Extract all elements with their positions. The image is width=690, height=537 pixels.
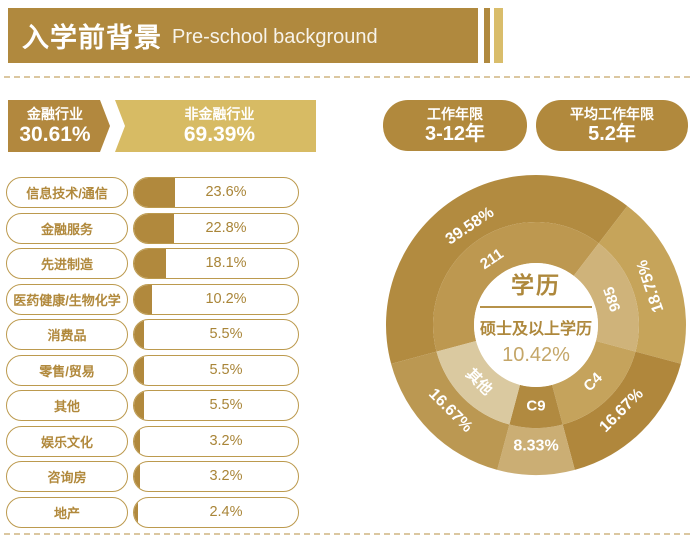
donut-outer-segment-C4 [562,351,681,470]
avg-work-years-label: 平均工作年限 [570,106,654,122]
bar-row-label: 消费品 [6,319,128,350]
bar-row: 地产 2.4% [6,496,306,528]
donut-center: 学历 硕士及以上学历 10.42% [456,266,616,384]
avg-work-years-value: 5.2年 [588,123,636,145]
bar-fill [134,249,166,278]
donut-center-subvalue: 10.42% [502,344,570,366]
bar-row-label: 金融服务 [6,212,128,244]
education-donut-chart: 39.58% 211 18.75% 985 16.67% C4 8.33% C9 16.67% 其… [380,169,690,481]
bar-row-capsule: 22.8% [133,212,299,244]
bar-row: 消费品 5.5% [6,319,306,350]
avg-work-years-badge: 平均工作年限 5.2年 [536,100,688,151]
bar-row: 金融服务 22.8% [6,212,306,244]
bar-row: 咨询房 3.2% [6,461,306,492]
donut-inner-segment-其他 [436,341,520,425]
bar-fill [134,284,152,314]
finance-block: 金融行业 30.61% [8,100,110,152]
bar-row: 医药健康/生物化学 10.2% [6,283,306,315]
non-finance-value: 69.39% [183,123,256,146]
bar-row: 信息技术/通信 23.6% [6,177,306,208]
donut-outer-segment-211 [386,175,628,364]
bar-row-label: 咨询房 [6,461,128,492]
donut-category-label-C9: C9 [526,397,545,414]
bar-value: 22.8% [205,219,247,236]
donut-inner-segment-211 [432,221,599,352]
bar-fill [134,462,140,491]
non-finance-label: 非金融行业 [184,106,255,122]
header-accent-bar [484,8,490,63]
bar-value: 23.6% [205,184,247,200]
bar-row-capsule: 23.6% [133,177,299,208]
dashed-divider-top [4,76,690,78]
bar-row-capsule: 5.5% [133,390,299,421]
bar-row: 其他 5.5% [6,390,306,421]
bar-row-label: 先进制造 [6,248,128,279]
donut-outer-segment-其他 [391,351,510,470]
work-years-badge: 工作年限 3-12年 [383,100,527,151]
bar-value: 18.1% [205,255,247,271]
donut-outer-segment-985 [598,205,687,364]
header-accent-bar-light [494,8,503,63]
page-subtitle: Pre-school background [172,25,378,48]
bar-value: 5.5% [209,397,243,413]
non-finance-block: 非金融行业 69.39% [115,100,316,152]
bar-row-capsule: 5.5% [133,354,299,386]
bar-row-capsule: 5.5% [133,319,299,350]
bar-value: 5.5% [209,326,243,342]
bar-row-label: 地产 [6,496,128,528]
bar-row-capsule: 10.2% [133,283,299,315]
donut-hole [474,263,598,387]
finance-value: 30.61% [19,123,91,146]
bar-row-capsule: 3.2% [133,461,299,492]
bar-row: 先进制造 18.1% [6,248,306,279]
bar-row: 零售/贸易 5.5% [6,354,306,386]
bar-value: 3.2% [209,432,243,449]
donut-center-divider [480,306,592,308]
bar-row-label: 娱乐文化 [6,425,128,457]
page-title: 入学前背景 [22,23,162,53]
bar-value: 5.5% [209,361,243,378]
bar-row-label: 信息技术/通信 [6,177,128,208]
donut-percent-label-C9: 8.33% [513,438,558,455]
donut-inner-segment-C4 [552,341,636,425]
donut-center-subtitle: 硕士及以上学历 [479,321,592,338]
donut-center-title: 学历 [511,272,561,298]
bar-row: 娱乐文化 3.2% [6,425,306,457]
header-bar: 入学前背景 Pre-school background [8,8,478,63]
bar-row-label: 零售/贸易 [6,354,128,386]
bar-value: 3.2% [209,468,243,484]
work-years-label: 工作年限 [427,106,483,122]
bar-row-capsule: 2.4% [133,496,299,528]
bar-fill [134,320,144,349]
bar-row-label: 其他 [6,390,128,421]
industry-bar-chart: 信息技术/通信 23.6% 金融服务 22.8% 先进制造 18.1% 医药健康/生物化学 1… [6,177,306,532]
bar-value: 2.4% [209,503,243,520]
bar-row-capsule: 3.2% [133,425,299,457]
bar-fill [134,213,174,243]
bar-fill [134,391,144,420]
donut-inner-segment-985 [573,243,640,352]
work-years-value: 3-12年 [424,123,486,145]
bar-value: 10.2% [205,290,247,307]
bar-fill [134,178,176,207]
bar-fill [134,426,140,456]
bar-fill [134,355,144,385]
dashed-divider-bottom [4,533,690,535]
bar-row-capsule: 18.1% [133,248,299,279]
donut-inner-segment-C9 [509,384,563,429]
bar-fill [134,497,139,527]
bar-row-label: 医药健康/生物化学 [6,283,128,315]
donut-outer-segment-C9 [497,424,575,476]
finance-label: 金融行业 [27,106,83,122]
